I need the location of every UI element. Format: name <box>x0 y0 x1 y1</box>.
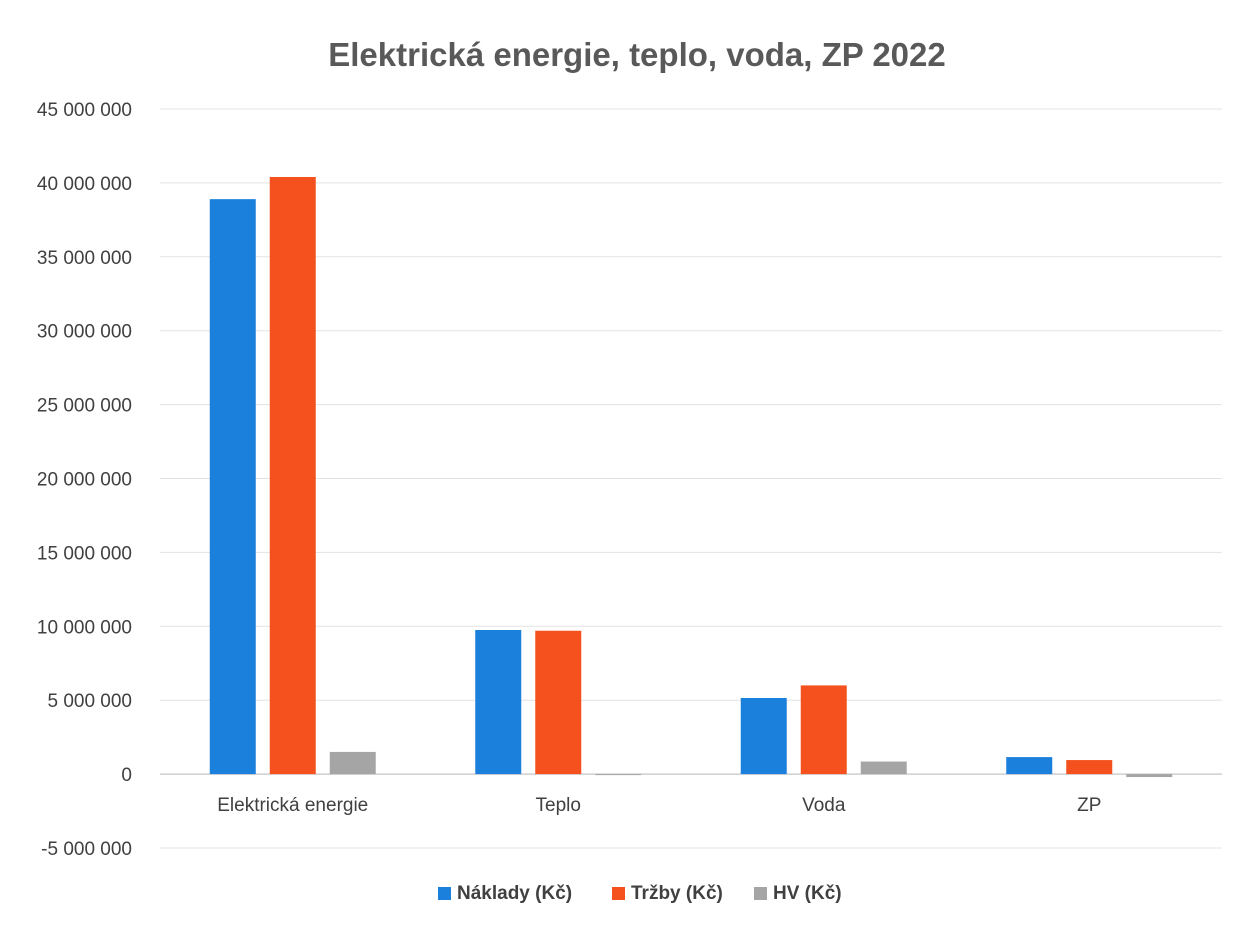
bar-naklady-3 <box>1006 757 1053 775</box>
y-tick-label: 20 000 000 <box>37 470 132 491</box>
gridlines <box>160 108 1222 849</box>
y-tick-label: 15 000 000 <box>37 543 132 564</box>
bar-hv-1 <box>595 774 642 776</box>
y-tick-label: 30 000 000 <box>37 322 132 343</box>
bar-hv-0 <box>329 751 376 775</box>
bar-naklady-2 <box>740 697 787 775</box>
chart-title: Elektrická energie, teplo, voda, ZP 2022 <box>328 36 946 73</box>
y-tick-label: 5 000 000 <box>47 691 132 712</box>
legend-swatch <box>754 887 767 900</box>
x-category-label: Voda <box>802 795 846 816</box>
bar-naklady-0 <box>209 199 256 775</box>
legend-label: Náklady (Kč) <box>457 883 572 904</box>
bar-trzby-3 <box>1066 760 1113 775</box>
bar-trzby-2 <box>800 685 847 775</box>
legend-label: HV (Kč) <box>773 883 842 904</box>
y-tick-label: 35 000 000 <box>37 248 132 269</box>
x-category-label: Elektrická energie <box>217 795 368 816</box>
legend: Náklady (Kč) Tržby (Kč) HV (Kč) <box>438 883 842 904</box>
x-category-label: ZP <box>1077 795 1101 816</box>
legend-label: Tržby (Kč) <box>631 883 723 904</box>
x-category-label: Teplo <box>536 795 581 816</box>
bars <box>209 176 1173 778</box>
x-axis-category-labels: Elektrická energie Teplo Voda ZP <box>217 795 1101 816</box>
y-tick-label: 25 000 000 <box>37 396 132 417</box>
y-tick-label: 0 <box>121 765 132 786</box>
bar-trzby-0 <box>269 176 316 775</box>
legend-swatch <box>612 887 625 900</box>
y-tick-label: 40 000 000 <box>37 174 132 195</box>
y-tick-label: 10 000 000 <box>37 617 132 638</box>
bar-hv-2 <box>860 761 907 775</box>
y-axis-tick-labels: -5 000 000 0 5 000 000 10 000 000 15 000 000… <box>37 100 132 860</box>
y-tick-label: 45 000 000 <box>37 100 132 121</box>
bar-naklady-1 <box>475 629 522 775</box>
y-tick-label: -5 000 000 <box>41 839 132 860</box>
bar-trzby-1 <box>535 630 582 775</box>
bar-hv-3 <box>1126 774 1173 778</box>
legend-swatch <box>438 887 451 900</box>
